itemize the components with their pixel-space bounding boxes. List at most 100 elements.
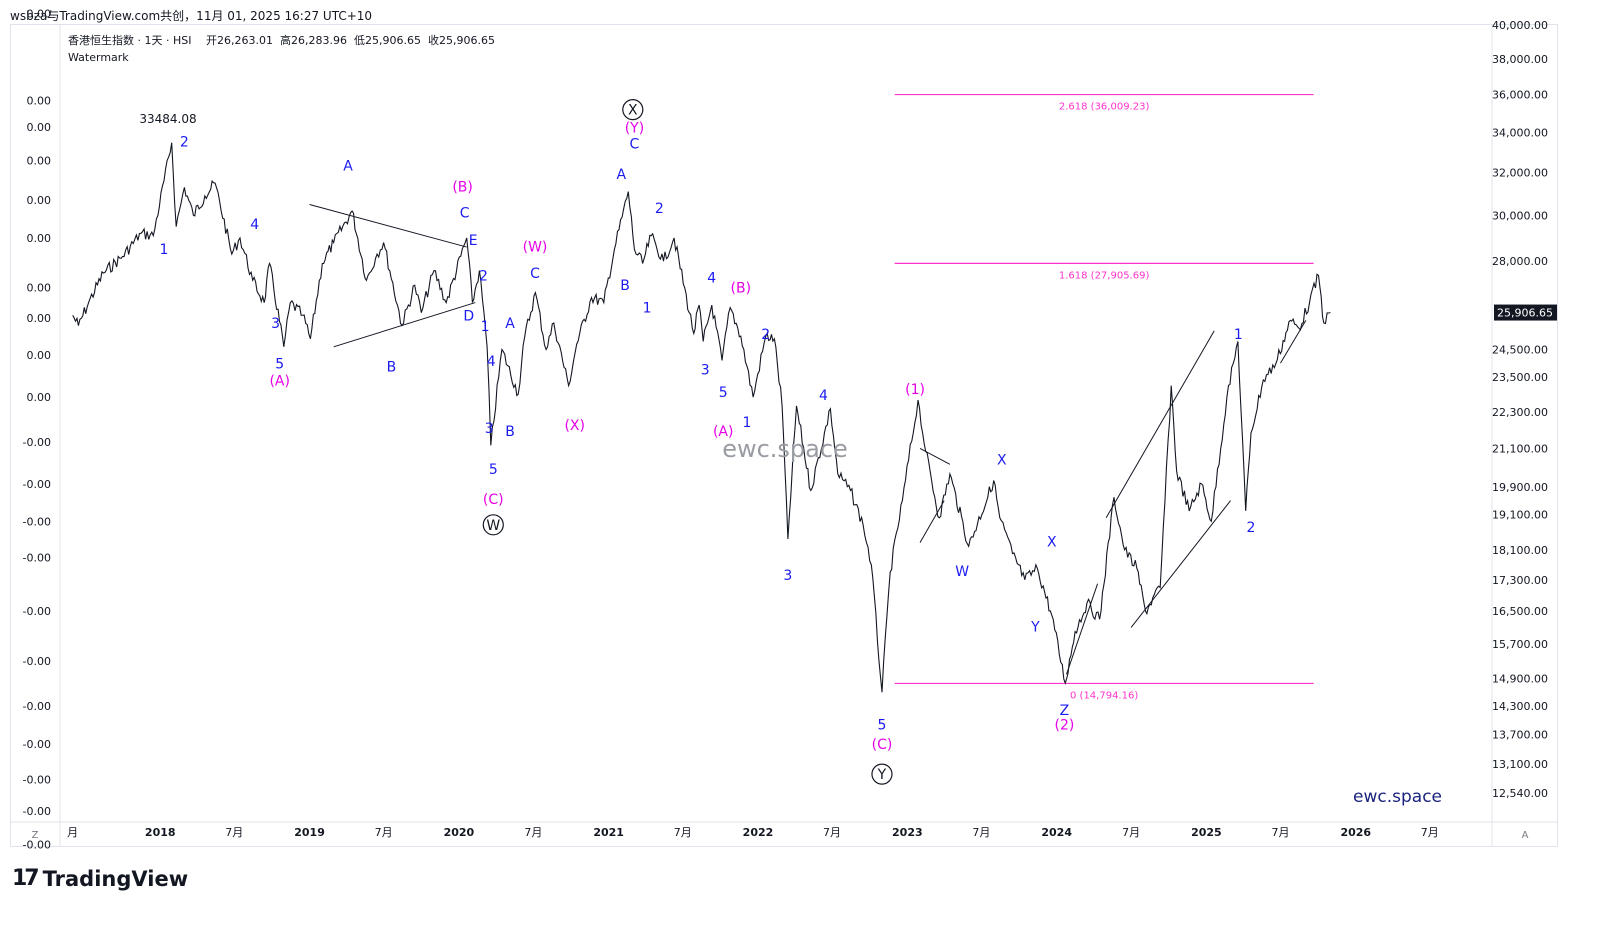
trendline[interactable]: [919, 500, 945, 543]
circled-wave-marker: [871, 763, 893, 785]
right-axis-tick: 15,700.00: [1492, 638, 1548, 651]
left-axis-tick: 0.00: [27, 282, 52, 295]
blue-wave-label: 2: [180, 134, 189, 150]
x-axis-tick: 7月: [375, 826, 393, 839]
blue-wave-label: 5: [489, 462, 498, 478]
right-axis-tick: 12,540.00: [1492, 787, 1548, 800]
chart-frame: [10, 24, 1558, 847]
x-axis-tick: 7月: [1271, 826, 1289, 839]
legend-watermark-title: Watermark: [68, 51, 129, 64]
blue-wave-label: 1: [159, 242, 168, 258]
blue-wave-label: C: [530, 266, 540, 282]
left-axis-tick: 0.00: [27, 154, 52, 167]
trendline[interactable]: [1066, 583, 1099, 675]
blue-wave-label: 4: [250, 217, 259, 233]
x-axis-tick: 7月: [524, 826, 542, 839]
trendline[interactable]: [1105, 330, 1215, 519]
left-axis-tick: -0.00: [23, 738, 51, 751]
blue-wave-label: A: [505, 316, 515, 332]
tradingview-logo-icon: 17: [12, 866, 40, 891]
x-axis-tick: 2025: [1191, 826, 1222, 839]
circled-wave-label: X: [628, 103, 638, 119]
legend-low: 低25,906.65: [354, 34, 421, 47]
blue-wave-label: 4: [487, 354, 496, 370]
log-scale-button: Z: [32, 830, 39, 841]
right-axis-tick: 32,000.00: [1492, 167, 1548, 180]
right-axis-tick: 40,000.00: [1492, 19, 1548, 32]
blue-wave-label: 2: [655, 201, 664, 217]
x-axis-tick: 7月: [1421, 826, 1439, 839]
blue-wave-label: W: [955, 564, 969, 580]
x-axis-tick: 2019: [294, 826, 325, 839]
left-axis-tick: 0.00: [27, 232, 52, 245]
magenta-wave-label: (W): [523, 240, 548, 256]
x-axis-tick: 7月: [972, 826, 990, 839]
blue-wave-label: A: [617, 167, 627, 183]
high-price-annotation: 33484.08: [139, 112, 196, 126]
x-axis-tick: 7月: [674, 826, 692, 839]
circled-wave-label: W: [486, 518, 500, 534]
trendline[interactable]: [1280, 320, 1307, 364]
blue-wave-label: 5: [719, 385, 728, 401]
blue-wave-label: 4: [707, 271, 716, 287]
blue-wave-label: 5: [878, 717, 887, 733]
circled-wave-label: Y: [877, 767, 887, 783]
right-axis-tick: 19,900.00: [1492, 481, 1548, 494]
blue-wave-label: C: [630, 136, 640, 152]
trendline[interactable]: [1130, 500, 1231, 628]
left-axis-tick: 0.00: [27, 349, 52, 362]
tradingview-logo[interactable]: 17 TradingView: [12, 866, 188, 891]
left-axis-tick: -0.00: [23, 515, 51, 528]
left-axis-tick: 0.00: [27, 94, 52, 107]
auto-scale-button: A: [1522, 830, 1529, 841]
right-axis-tick: 14,900.00: [1492, 673, 1548, 686]
left-axis-tick: 0.00: [27, 121, 52, 134]
trendline[interactable]: [309, 204, 467, 248]
left-axis-tick: -0.00: [23, 655, 51, 668]
right-axis-tick: 28,000.00: [1492, 255, 1548, 268]
blue-wave-label: C: [460, 206, 470, 222]
blue-wave-label: X: [1047, 534, 1057, 550]
blue-wave-label: Z: [1060, 703, 1070, 719]
blue-wave-label: 2: [761, 327, 770, 343]
x-axis-tick: 7月: [823, 826, 841, 839]
blue-wave-label: 3: [701, 362, 710, 378]
blue-wave-label: 1: [481, 319, 490, 335]
blue-wave-label: B: [505, 424, 515, 440]
blue-wave-label: 1: [643, 301, 652, 317]
trendline[interactable]: [333, 302, 476, 348]
left-axis-tick: -0.00: [23, 478, 51, 491]
trendline[interactable]: [919, 447, 951, 465]
legend-open: 开26,263.01: [206, 34, 273, 47]
magenta-wave-label: (B): [731, 281, 752, 297]
magenta-wave-label: (A): [713, 424, 734, 440]
fib-level-label: 1.618 (27,905.69): [1059, 270, 1150, 281]
x-axis-tick: 2021: [593, 826, 624, 839]
right-axis-tick: 34,000.00: [1492, 127, 1548, 140]
x-axis-tick: 7月: [1122, 826, 1140, 839]
last-price-tag: [1494, 304, 1557, 321]
left-axis-tick: -0.00: [23, 838, 51, 851]
left-axis-tick: -0.00: [23, 436, 51, 449]
magenta-wave-label: (B): [452, 180, 473, 196]
blue-wave-label: X: [997, 452, 1007, 468]
magenta-wave-label: (X): [564, 418, 585, 434]
corner-watermark: ewc.space: [1353, 787, 1442, 807]
fib-level-label: 2.618 (36,009.23): [1059, 102, 1150, 113]
right-axis-tick: 13,700.00: [1492, 728, 1548, 741]
last-price-label: 25,906.65: [1497, 307, 1553, 320]
left-axis-tick: 0.00: [27, 194, 52, 207]
blue-wave-label: E: [469, 233, 478, 249]
x-axis-tick: 2026: [1340, 826, 1371, 839]
chart-credit: wsbza与TradingView.com共创，11月 01, 2025 16:…: [10, 9, 373, 23]
right-axis-tick: 18,100.00: [1492, 544, 1548, 557]
magenta-wave-label: (Y): [625, 121, 644, 137]
fib-level-label: 0 (14,794.16): [1070, 690, 1138, 701]
tradingview-brand: TradingView: [42, 866, 189, 891]
center-watermark: ewc.space: [722, 435, 848, 463]
right-axis-tick: 16,500.00: [1492, 605, 1548, 618]
x-axis-tick: 2022: [743, 826, 774, 839]
price-series-line[interactable]: [72, 142, 1331, 693]
right-axis-tick: 21,100.00: [1492, 442, 1548, 455]
